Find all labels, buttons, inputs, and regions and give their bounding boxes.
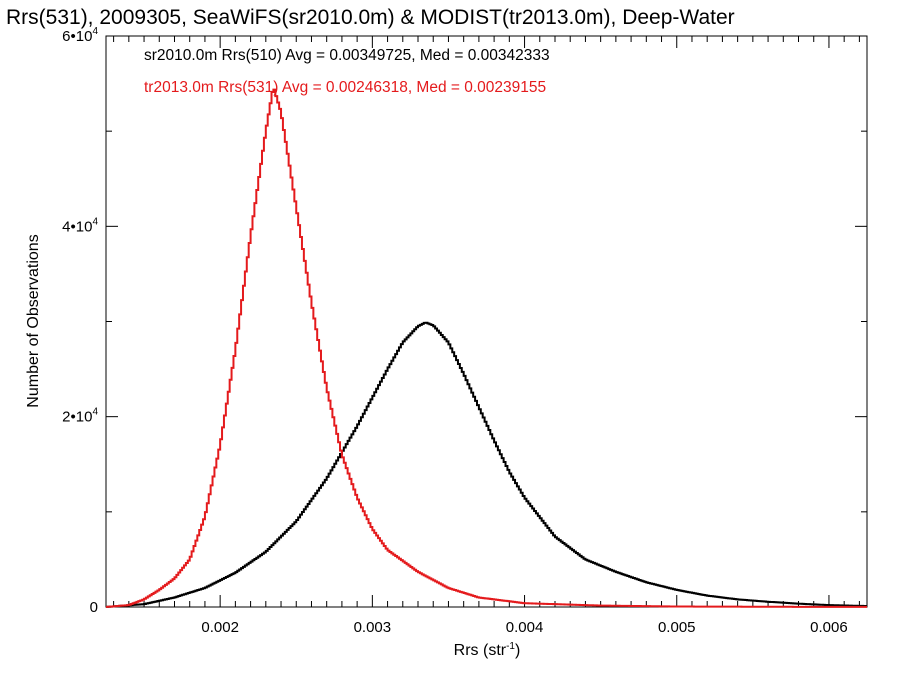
x-tick-label: 0.005 (658, 619, 696, 636)
y-tick-label: 6•104 (62, 26, 98, 45)
plot-frame (105, 35, 868, 608)
series-line-0 (106, 321, 867, 608)
x-tick-label: 0.003 (354, 619, 392, 636)
y-tick-label: 2•104 (62, 407, 98, 426)
x-tick-label: 0.002 (201, 619, 239, 636)
y-tick-label: 4•104 (62, 216, 98, 235)
x-axis-label-sup: -1 (506, 641, 515, 652)
x-axis-label-text: Rrs (str (454, 642, 507, 659)
chart-title: Rrs(531), 2009305, SeaWiFS(sr2010.0m) & … (6, 6, 735, 29)
series-line-1 (106, 88, 867, 608)
x-tick-label: 0.006 (810, 619, 848, 636)
x-axis-label: Rrs (str-1) (454, 641, 521, 659)
x-axis-label-end: ) (515, 642, 520, 659)
tick-labels: 0.002 0.003 0.004 0.005 0.006 0 2•104 4•104 6•10… (62, 26, 848, 636)
axis-ticks (106, 35, 867, 608)
y-tick-label: 0 (90, 599, 98, 616)
legend-entry-1: tr2013.0m Rrs(531) Avg = 0.00246318, Med… (144, 79, 546, 96)
series-group (106, 88, 867, 608)
y-axis-label: Number of Observations (25, 234, 42, 407)
legend-entry-0: sr2010.0m Rrs(510) Avg = 0.00349725, Med… (144, 47, 550, 64)
x-tick-label: 0.004 (506, 619, 544, 636)
